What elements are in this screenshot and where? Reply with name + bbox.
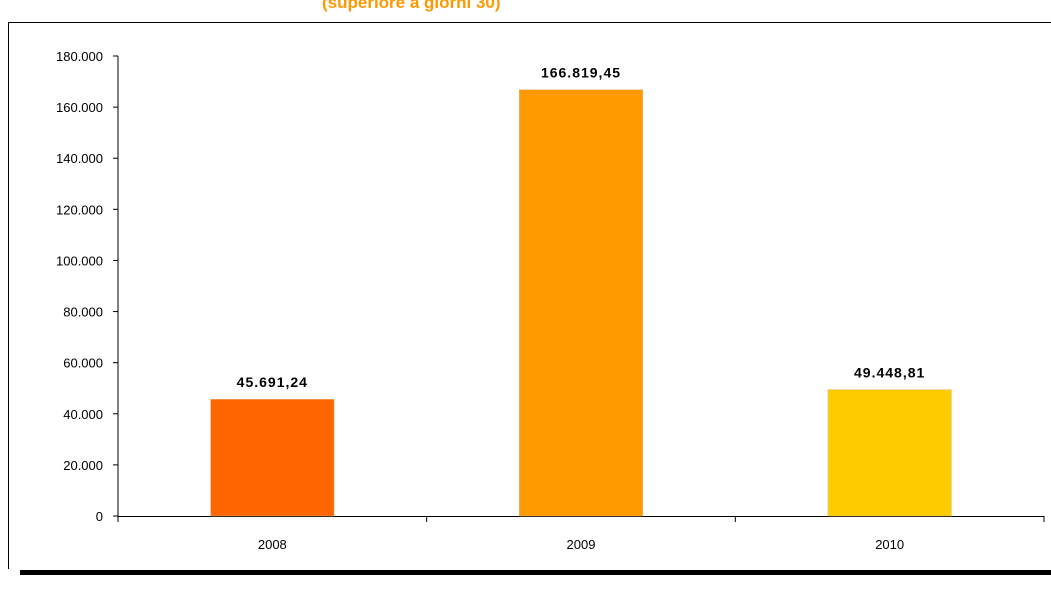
y-tick-label: 100.000 xyxy=(56,253,103,268)
y-tick-label: 20.000 xyxy=(63,458,103,473)
x-tick-label-2008: 2008 xyxy=(258,537,287,552)
y-tick-label: 180.000 xyxy=(56,49,103,64)
bars xyxy=(210,89,952,517)
y-tick-label: 120.000 xyxy=(56,202,103,217)
x-tick-label-2009: 2009 xyxy=(567,537,596,552)
x-tick-label-2010: 2010 xyxy=(875,537,904,552)
x-axis: 2008 2009 2010 xyxy=(117,516,1045,552)
chart-frame-bottom-shadow xyxy=(20,570,1051,575)
value-labels: 45.691,24 166.819,45 49.448,81 xyxy=(237,65,925,391)
bar-2009 xyxy=(519,89,643,517)
y-tick-label: 80.000 xyxy=(63,305,103,320)
data-label-2010: 49.448,81 xyxy=(854,365,925,381)
chart-frame xyxy=(8,22,1051,569)
y-tick-label: 140.000 xyxy=(56,151,103,166)
data-label-2008: 45.691,24 xyxy=(237,374,308,390)
bar-2008 xyxy=(210,398,335,517)
title-band: (superiore a giorni 30) xyxy=(0,0,1051,20)
y-tick-label: 40.000 xyxy=(63,407,103,422)
y-tick-label: 60.000 xyxy=(63,356,103,371)
chart-title: (superiore a giorni 30) xyxy=(322,0,501,12)
y-axis: 0 20.000 40.000 60.000 80.000 100.000 120.000 1… xyxy=(56,49,119,524)
data-label-2009: 166.819,45 xyxy=(541,65,621,81)
bar-2010 xyxy=(827,389,952,517)
y-tick-label: 0 xyxy=(96,509,103,524)
y-tick-label: 160.000 xyxy=(56,100,103,115)
